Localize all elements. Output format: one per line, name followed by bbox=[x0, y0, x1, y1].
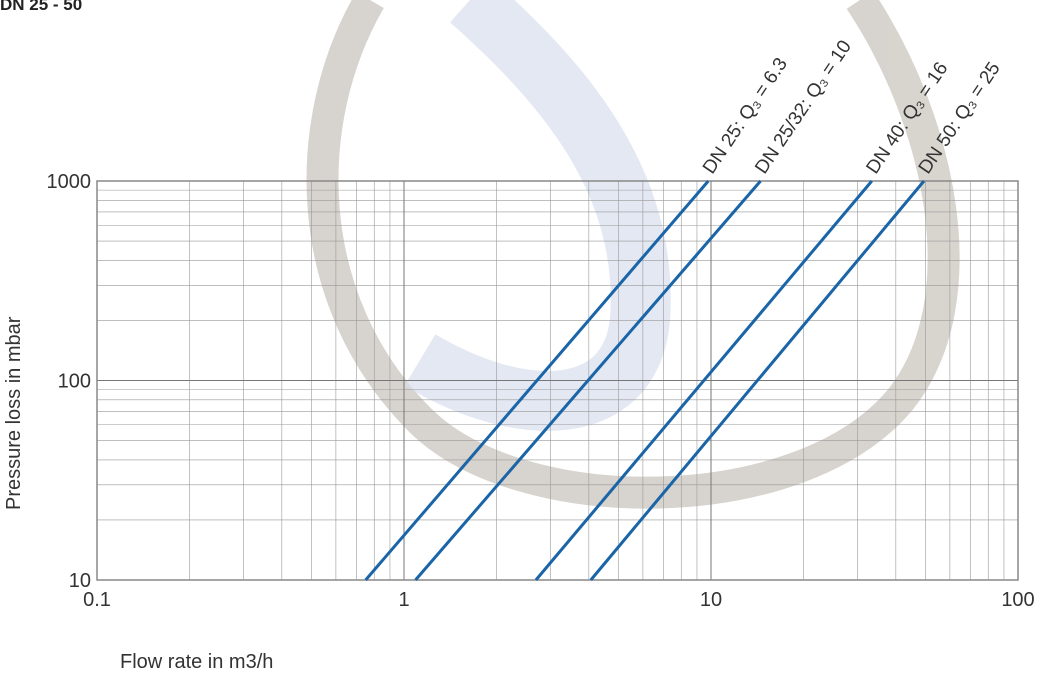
page: {"chart_data": {"type": "line", "title":… bbox=[0, 0, 1044, 685]
grid bbox=[97, 181, 1018, 580]
x-tick-label: 0.1 bbox=[83, 589, 111, 611]
y-axis-label: Pressure loss in mbar bbox=[3, 316, 25, 510]
watermark-logo bbox=[323, 0, 944, 493]
y-tick-label: 100 bbox=[58, 371, 91, 393]
x-tick-label: 10 bbox=[700, 589, 722, 611]
y-tick-label: 10 bbox=[69, 570, 91, 592]
chart: DN 25 - 50 Pressure loss in mbar Flow ra… bbox=[0, 0, 1044, 685]
series-label: DN 25/32: Q₃ = 10 bbox=[751, 37, 856, 178]
chart-title: DN 25 - 50 bbox=[0, 0, 82, 14]
x-axis-label: Flow rate in m3/h bbox=[120, 651, 273, 673]
x-tick-label: 100 bbox=[1001, 589, 1034, 611]
x-tick-label: 1 bbox=[398, 589, 409, 611]
y-tick-label: 1000 bbox=[47, 171, 92, 193]
